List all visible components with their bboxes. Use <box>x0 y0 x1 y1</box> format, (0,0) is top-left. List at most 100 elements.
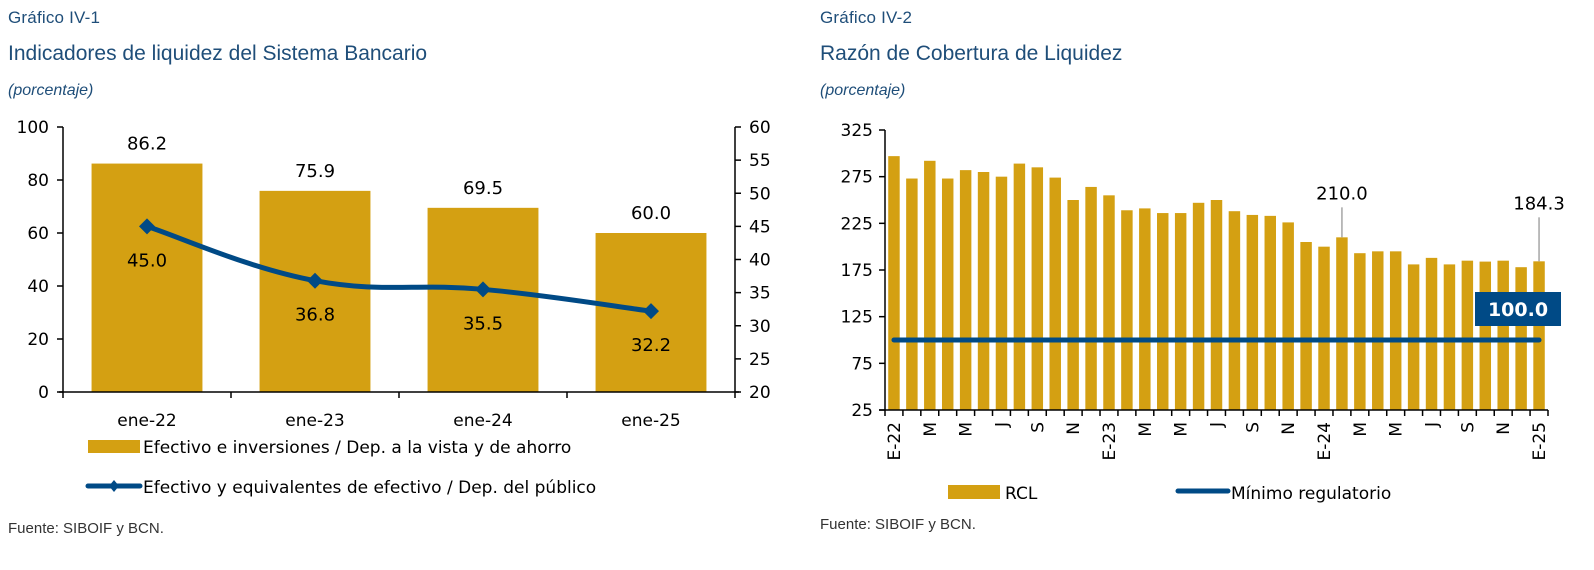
chart-number: Gráfico IV-2 <box>820 8 913 27</box>
x-tick-label: S <box>1028 422 1048 433</box>
bar-rcl <box>1228 211 1241 410</box>
x-tick-label: ene-25 <box>621 411 680 431</box>
legend-label-bar: RCL <box>1005 484 1038 504</box>
chart-title: Indicadores de liquidez del Sistema Banc… <box>8 42 428 65</box>
bar-rcl <box>1389 251 1402 410</box>
line-data-label: 36.8 <box>295 305 335 326</box>
bar-rcl <box>1461 260 1474 410</box>
bar-rcl <box>888 156 900 410</box>
bar-rcl <box>1372 251 1384 410</box>
bar-rcl <box>1425 257 1438 410</box>
y-right-tick-label: 60 <box>749 118 771 138</box>
bar-rcl <box>906 178 918 410</box>
y-right-tick-label: 55 <box>749 151 771 171</box>
line-data-label: 35.5 <box>463 313 503 334</box>
chart-panel-liquidity-indicators: Gráfico IV-1 Indicadores de liquidez del… <box>0 0 790 570</box>
y-tick-label: 75 <box>851 354 873 374</box>
bar-ene-23 <box>259 190 371 392</box>
bar-rcl <box>1497 260 1509 410</box>
legend-marker-diamond <box>109 480 119 492</box>
x-tick-label: M <box>1136 422 1156 437</box>
bar-rcl <box>1121 210 1133 410</box>
chart-source: Fuente: SIBOIF y BCN. <box>8 520 164 537</box>
bar-rcl <box>941 178 954 410</box>
chart-panel-lcr: Gráfico IV-2 Razón de Cobertura de Liqui… <box>800 0 1594 570</box>
annotation-box <box>1475 292 1561 326</box>
x-tick-label: ene-23 <box>285 411 344 431</box>
bar-rcl <box>924 160 936 410</box>
annotation-text: 100.0 <box>1488 299 1548 321</box>
bar-rcl <box>1139 208 1151 410</box>
bar-ene-24 <box>427 207 539 392</box>
y-right-tick-label: 35 <box>749 284 771 304</box>
legend: RCL Mínimo regulatorio <box>948 484 1391 504</box>
bar-rcl <box>1067 200 1079 410</box>
bar-rcl <box>1533 261 1545 410</box>
y-tick-label: 175 <box>841 261 873 281</box>
line-data-label: 45.0 <box>127 250 167 271</box>
chart-subtitle: (porcentaje) <box>820 82 906 99</box>
line-marker-diamond <box>643 303 659 320</box>
bar-rcl <box>1031 167 1044 410</box>
x-tick-label: M <box>1351 422 1371 437</box>
x-tick-label: E-22 <box>885 422 905 461</box>
chart-liquidity-indicators: 86.2 75.9 69.5 60.0 0 20 40 60 80 100 20 25 30 35 40 45… <box>17 118 771 498</box>
bar-rcl <box>995 176 1008 410</box>
x-tick-label: M <box>921 422 941 437</box>
y-right-tick-label: 40 <box>749 251 771 271</box>
y-left-tick-label: 0 <box>38 383 49 403</box>
y-right-tick-label: 45 <box>749 217 771 237</box>
line-marker-diamond <box>475 281 491 298</box>
x-tick-label: N <box>1279 422 1299 435</box>
y-tick-label: 325 <box>841 121 873 141</box>
y-tick-label: 225 <box>841 214 873 234</box>
bar-rcl <box>1192 202 1205 410</box>
bar-rcl <box>1479 261 1492 410</box>
line-data-label: 32.2 <box>631 335 671 356</box>
x-tick-label: J <box>1423 422 1443 428</box>
y-right-tick-label: 25 <box>749 350 771 370</box>
bar-rcl <box>1049 177 1061 410</box>
chart-lcr: 25 75 125 175 225 275 325 E-22 M M J S N E-23 M M J S N E-2… <box>841 121 1565 504</box>
bar-rcl <box>1407 264 1420 410</box>
x-tick-label: J <box>1208 422 1228 428</box>
bar-rcl <box>1174 213 1187 410</box>
annotation-label: 184.3 <box>1513 193 1565 214</box>
legend-label-line: Mínimo regulatorio <box>1231 484 1391 504</box>
bar-rcl <box>1443 264 1456 410</box>
y-left-tick-label: 40 <box>27 277 49 297</box>
line-marker-diamond <box>307 272 323 289</box>
x-tick-label: M <box>1172 422 1192 437</box>
x-tick-label: E-25 <box>1530 422 1550 461</box>
x-tick-label: E-24 <box>1315 422 1335 461</box>
legend-label-bar: Efectivo e inversiones / Dep. a la vista… <box>143 438 571 458</box>
bar-rcl <box>959 170 972 410</box>
bar-rcl <box>1336 237 1348 410</box>
y-right-tick-label: 50 <box>749 184 771 204</box>
legend-swatch-bar <box>88 440 140 453</box>
y-tick-label: 275 <box>841 168 873 188</box>
bar-rcl <box>1264 215 1276 410</box>
y-left-tick-label: 100 <box>17 118 49 138</box>
bar-rcl <box>1246 214 1259 410</box>
legend-swatch-bar <box>948 485 1000 499</box>
bar-ene-22 <box>91 163 203 392</box>
bar-data-label: 86.2 <box>127 134 167 155</box>
y-tick-label: 125 <box>841 308 873 328</box>
x-tick-label: N <box>1064 422 1084 435</box>
bar-rcl <box>977 172 990 410</box>
chart-source: Fuente: SIBOIF y BCN. <box>820 516 976 533</box>
chart-title: Razón de Cobertura de Liquidez <box>820 42 1123 65</box>
bar-rcl <box>1354 253 1366 410</box>
x-tick-label: N <box>1494 422 1514 435</box>
bar-rcl <box>1013 163 1026 410</box>
x-tick-label: ene-24 <box>453 411 512 431</box>
legend-label-line: Efectivo y equivalentes de efectivo / De… <box>143 478 596 498</box>
chart-number: Gráfico IV-1 <box>8 8 101 27</box>
annotation-min-value: 100.0 <box>1475 292 1561 326</box>
line-marker-diamond <box>139 218 155 235</box>
y-right-tick-label: 30 <box>749 317 771 337</box>
x-tick-label: M <box>957 422 977 437</box>
line-series-efectivo-equivalentes <box>144 223 654 314</box>
y-left-tick-label: 60 <box>27 224 49 244</box>
